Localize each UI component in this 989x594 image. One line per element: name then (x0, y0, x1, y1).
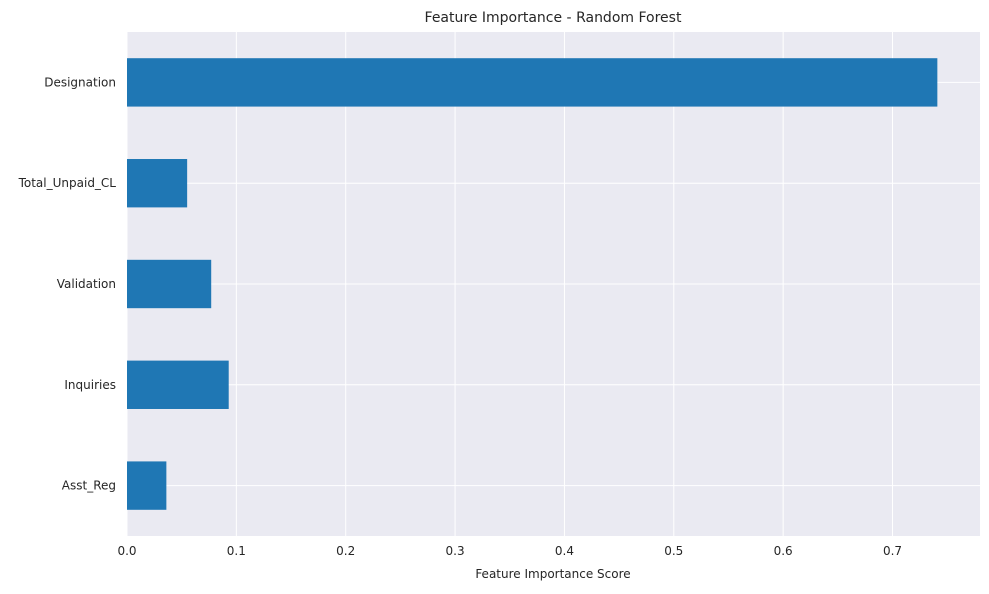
bar-designation (127, 58, 938, 107)
y-tick-label: Validation (57, 277, 116, 291)
x-tick-label: 0.1 (227, 544, 246, 558)
bar-total-unpaid-cl (127, 159, 188, 208)
x-tick-label: 0.7 (883, 544, 902, 558)
y-tick-label: Asst_Reg (62, 479, 116, 493)
y-tick-labels: Designation Total_Unpaid_CL Validation Inqu… (18, 75, 117, 492)
bars (127, 58, 938, 510)
y-tick-label: Designation (44, 75, 116, 89)
x-tick-label: 0.5 (664, 544, 683, 558)
x-axis-label: Feature Importance Score (475, 567, 630, 581)
x-tick-labels: 0.0 0.1 0.2 0.3 0.4 0.5 0.6 0.7 (117, 544, 902, 558)
bar-inquiries (127, 360, 229, 409)
bar-validation (127, 259, 212, 309)
y-tick-label: Total_Unpaid_CL (18, 176, 117, 190)
y-tick-label: Inquiries (64, 378, 116, 392)
x-tick-label: 0.0 (117, 544, 136, 558)
x-tick-label: 0.4 (555, 544, 574, 558)
bar-asst-reg (127, 461, 167, 510)
x-tick-label: 0.2 (336, 544, 355, 558)
x-tick-label: 0.6 (774, 544, 793, 558)
x-tick-label: 0.3 (446, 544, 465, 558)
chart-title: Feature Importance - Random Forest (425, 10, 682, 26)
